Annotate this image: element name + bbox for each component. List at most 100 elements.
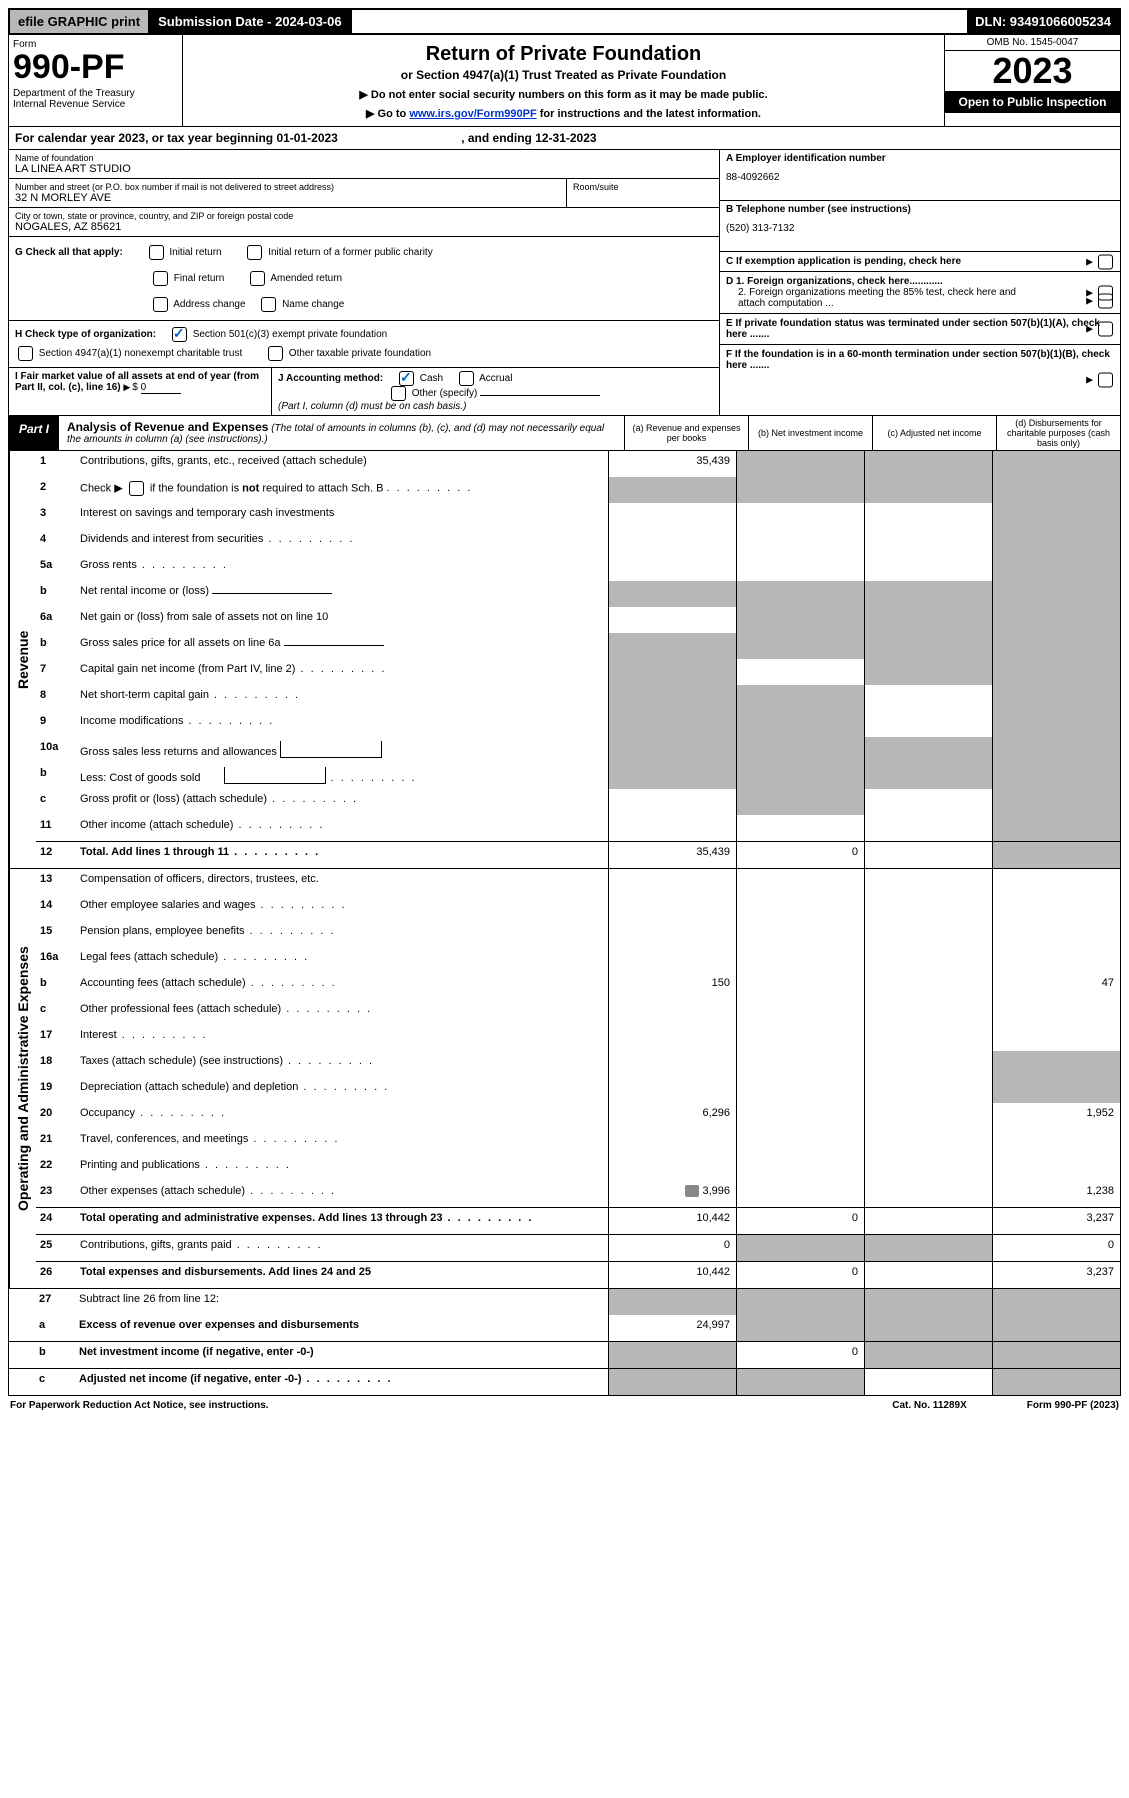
initial-former-checkbox[interactable] <box>247 245 262 260</box>
department-label: Department of the Treasury Internal Reve… <box>13 88 178 110</box>
form-number: 990-PF <box>13 50 178 84</box>
sch-b-checkbox[interactable] <box>129 481 144 496</box>
address-label: Number and street (or P.O. box number if… <box>15 182 560 192</box>
line-12-b: 0 <box>736 842 864 868</box>
line-16c: Other professional fees (attach schedule… <box>78 999 608 1025</box>
cash-checkbox[interactable] <box>399 371 414 386</box>
60-month-checkbox[interactable] <box>1098 373 1113 388</box>
line-24-d: 3,237 <box>992 1208 1120 1234</box>
line-24-a: 10,442 <box>608 1208 736 1234</box>
part-1-title: Analysis of Revenue and Expenses <box>67 420 268 434</box>
other-method-checkbox[interactable] <box>391 386 406 401</box>
line-27b: Net investment income (if negative, ente… <box>77 1342 608 1368</box>
paperwork-notice: For Paperwork Reduction Act Notice, see … <box>10 1400 269 1411</box>
entity-info: Name of foundation LA LINEA ART STUDIO N… <box>8 150 1121 416</box>
f-label: F If the foundation is in a 60-month ter… <box>726 349 1110 371</box>
501c3-checkbox[interactable] <box>172 327 187 342</box>
omb-number: OMB No. 1545-0047 <box>945 35 1120 51</box>
irs-link[interactable]: www.irs.gov/Form990PF <box>409 108 536 120</box>
line-27a: Excess of revenue over expenses and disb… <box>77 1315 608 1341</box>
line-12-a: 35,439 <box>608 842 736 868</box>
j-note: (Part I, column (d) must be on cash basi… <box>278 401 466 412</box>
line-6b: Gross sales price for all assets on line… <box>78 633 608 659</box>
instruction-1: ▶ Do not enter social security numbers o… <box>189 88 938 101</box>
line-10b: Less: Cost of goods sold <box>78 763 608 789</box>
line-27: Subtract line 26 from line 12: <box>77 1289 608 1315</box>
form-title: Return of Private Foundation <box>189 43 938 66</box>
initial-return-checkbox[interactable] <box>149 245 164 260</box>
calendar-year-row: For calendar year 2023, or tax year begi… <box>8 127 1121 150</box>
name-change-checkbox[interactable] <box>261 297 276 312</box>
d1-label: D 1. Foreign organizations, check here..… <box>726 276 943 287</box>
address-change-checkbox[interactable] <box>153 297 168 312</box>
line-10a: Gross sales less returns and allowances <box>78 737 608 763</box>
g-label: G Check all that apply: <box>15 247 123 258</box>
tel-label: B Telephone number (see instructions) <box>726 204 911 215</box>
line-25: Contributions, gifts, grants paid <box>78 1235 608 1261</box>
d2-label: 2. Foreign organizations meeting the 85%… <box>726 287 1038 309</box>
line-20-d: 1,952 <box>992 1103 1120 1129</box>
line-25-a: 0 <box>608 1235 736 1261</box>
submission-date: Submission Date - 2024-03-06 <box>150 10 352 33</box>
form-subtitle: or Section 4947(a)(1) Trust Treated as P… <box>189 68 938 82</box>
line-12: Total. Add lines 1 through 11 <box>78 842 608 868</box>
instruction-2: ▶ Go to www.irs.gov/Form990PF for instru… <box>189 107 938 120</box>
line-6a: Net gain or (loss) from sale of assets n… <box>78 607 608 633</box>
j-label: J Accounting method: <box>278 373 383 384</box>
final-return-checkbox[interactable] <box>153 271 168 286</box>
ein-value: 88-4092662 <box>726 172 1114 183</box>
foreign-85-checkbox[interactable] <box>1098 293 1113 308</box>
line-1: Contributions, gifts, grants, etc., rece… <box>78 451 608 477</box>
top-bar: efile GRAPHIC print Submission Date - 20… <box>8 8 1121 35</box>
line-18: Taxes (attach schedule) (see instruction… <box>78 1051 608 1077</box>
i-label: I Fair market value of all assets at end… <box>15 371 259 393</box>
foundation-name: LA LINEA ART STUDIO <box>15 163 713 175</box>
line-26-d: 3,237 <box>992 1262 1120 1288</box>
fmv-value: 0 <box>141 382 181 394</box>
attachment-icon[interactable] <box>685 1185 699 1197</box>
line-27b-b: 0 <box>736 1342 864 1368</box>
line-8: Net short-term capital gain <box>78 685 608 711</box>
line-4: Dividends and interest from securities <box>78 529 608 555</box>
c-label: C If exemption application is pending, c… <box>726 256 961 267</box>
line-25-d: 0 <box>992 1235 1120 1261</box>
line-20: Occupancy <box>78 1103 608 1129</box>
other-taxable-checkbox[interactable] <box>268 346 283 361</box>
line-27a-a: 24,997 <box>608 1315 736 1341</box>
line-15: Pension plans, employee benefits <box>78 921 608 947</box>
revenue-section: Revenue 1Contributions, gifts, grants, e… <box>8 451 1121 869</box>
line-7: Capital gain net income (from Part IV, l… <box>78 659 608 685</box>
tel-value: (520) 313-7132 <box>726 223 1114 234</box>
line-21: Travel, conferences, and meetings <box>78 1129 608 1155</box>
line-16b-d: 47 <box>992 973 1120 999</box>
line-2: Check ▶ if the foundation is not require… <box>78 477 608 503</box>
line-24: Total operating and administrative expen… <box>78 1208 608 1234</box>
expenses-section: Operating and Administrative Expenses 13… <box>8 869 1121 1289</box>
line-20-a: 6,296 <box>608 1103 736 1129</box>
status-terminated-checkbox[interactable] <box>1098 322 1113 337</box>
page-footer: For Paperwork Reduction Act Notice, see … <box>8 1396 1121 1415</box>
line-11: Other income (attach schedule) <box>78 815 608 841</box>
line-16b-a: 150 <box>608 973 736 999</box>
line-26: Total expenses and disbursements. Add li… <box>78 1262 608 1288</box>
name-label: Name of foundation <box>15 153 713 163</box>
open-public-badge: Open to Public Inspection <box>945 91 1120 113</box>
tax-year: 2023 <box>945 51 1120 91</box>
line-1-a: 35,439 <box>608 451 736 477</box>
h-label: H Check type of organization: <box>15 329 156 340</box>
line-5b: Net rental income or (loss) <box>78 581 608 607</box>
form-header: Form 990-PF Department of the Treasury I… <box>8 35 1121 127</box>
efile-print-button[interactable]: efile GRAPHIC print <box>10 10 150 33</box>
line-22: Printing and publications <box>78 1155 608 1181</box>
line-13: Compensation of officers, directors, tru… <box>78 869 608 895</box>
line-3: Interest on savings and temporary cash i… <box>78 503 608 529</box>
accrual-checkbox[interactable] <box>459 371 474 386</box>
line-14: Other employee salaries and wages <box>78 895 608 921</box>
line-26-b: 0 <box>736 1262 864 1288</box>
col-c-header: (c) Adjusted net income <box>872 416 996 450</box>
line-9: Income modifications <box>78 711 608 737</box>
line-24-b: 0 <box>736 1208 864 1234</box>
exemption-pending-checkbox[interactable] <box>1098 254 1113 269</box>
amended-return-checkbox[interactable] <box>250 271 265 286</box>
4947a1-checkbox[interactable] <box>18 346 33 361</box>
